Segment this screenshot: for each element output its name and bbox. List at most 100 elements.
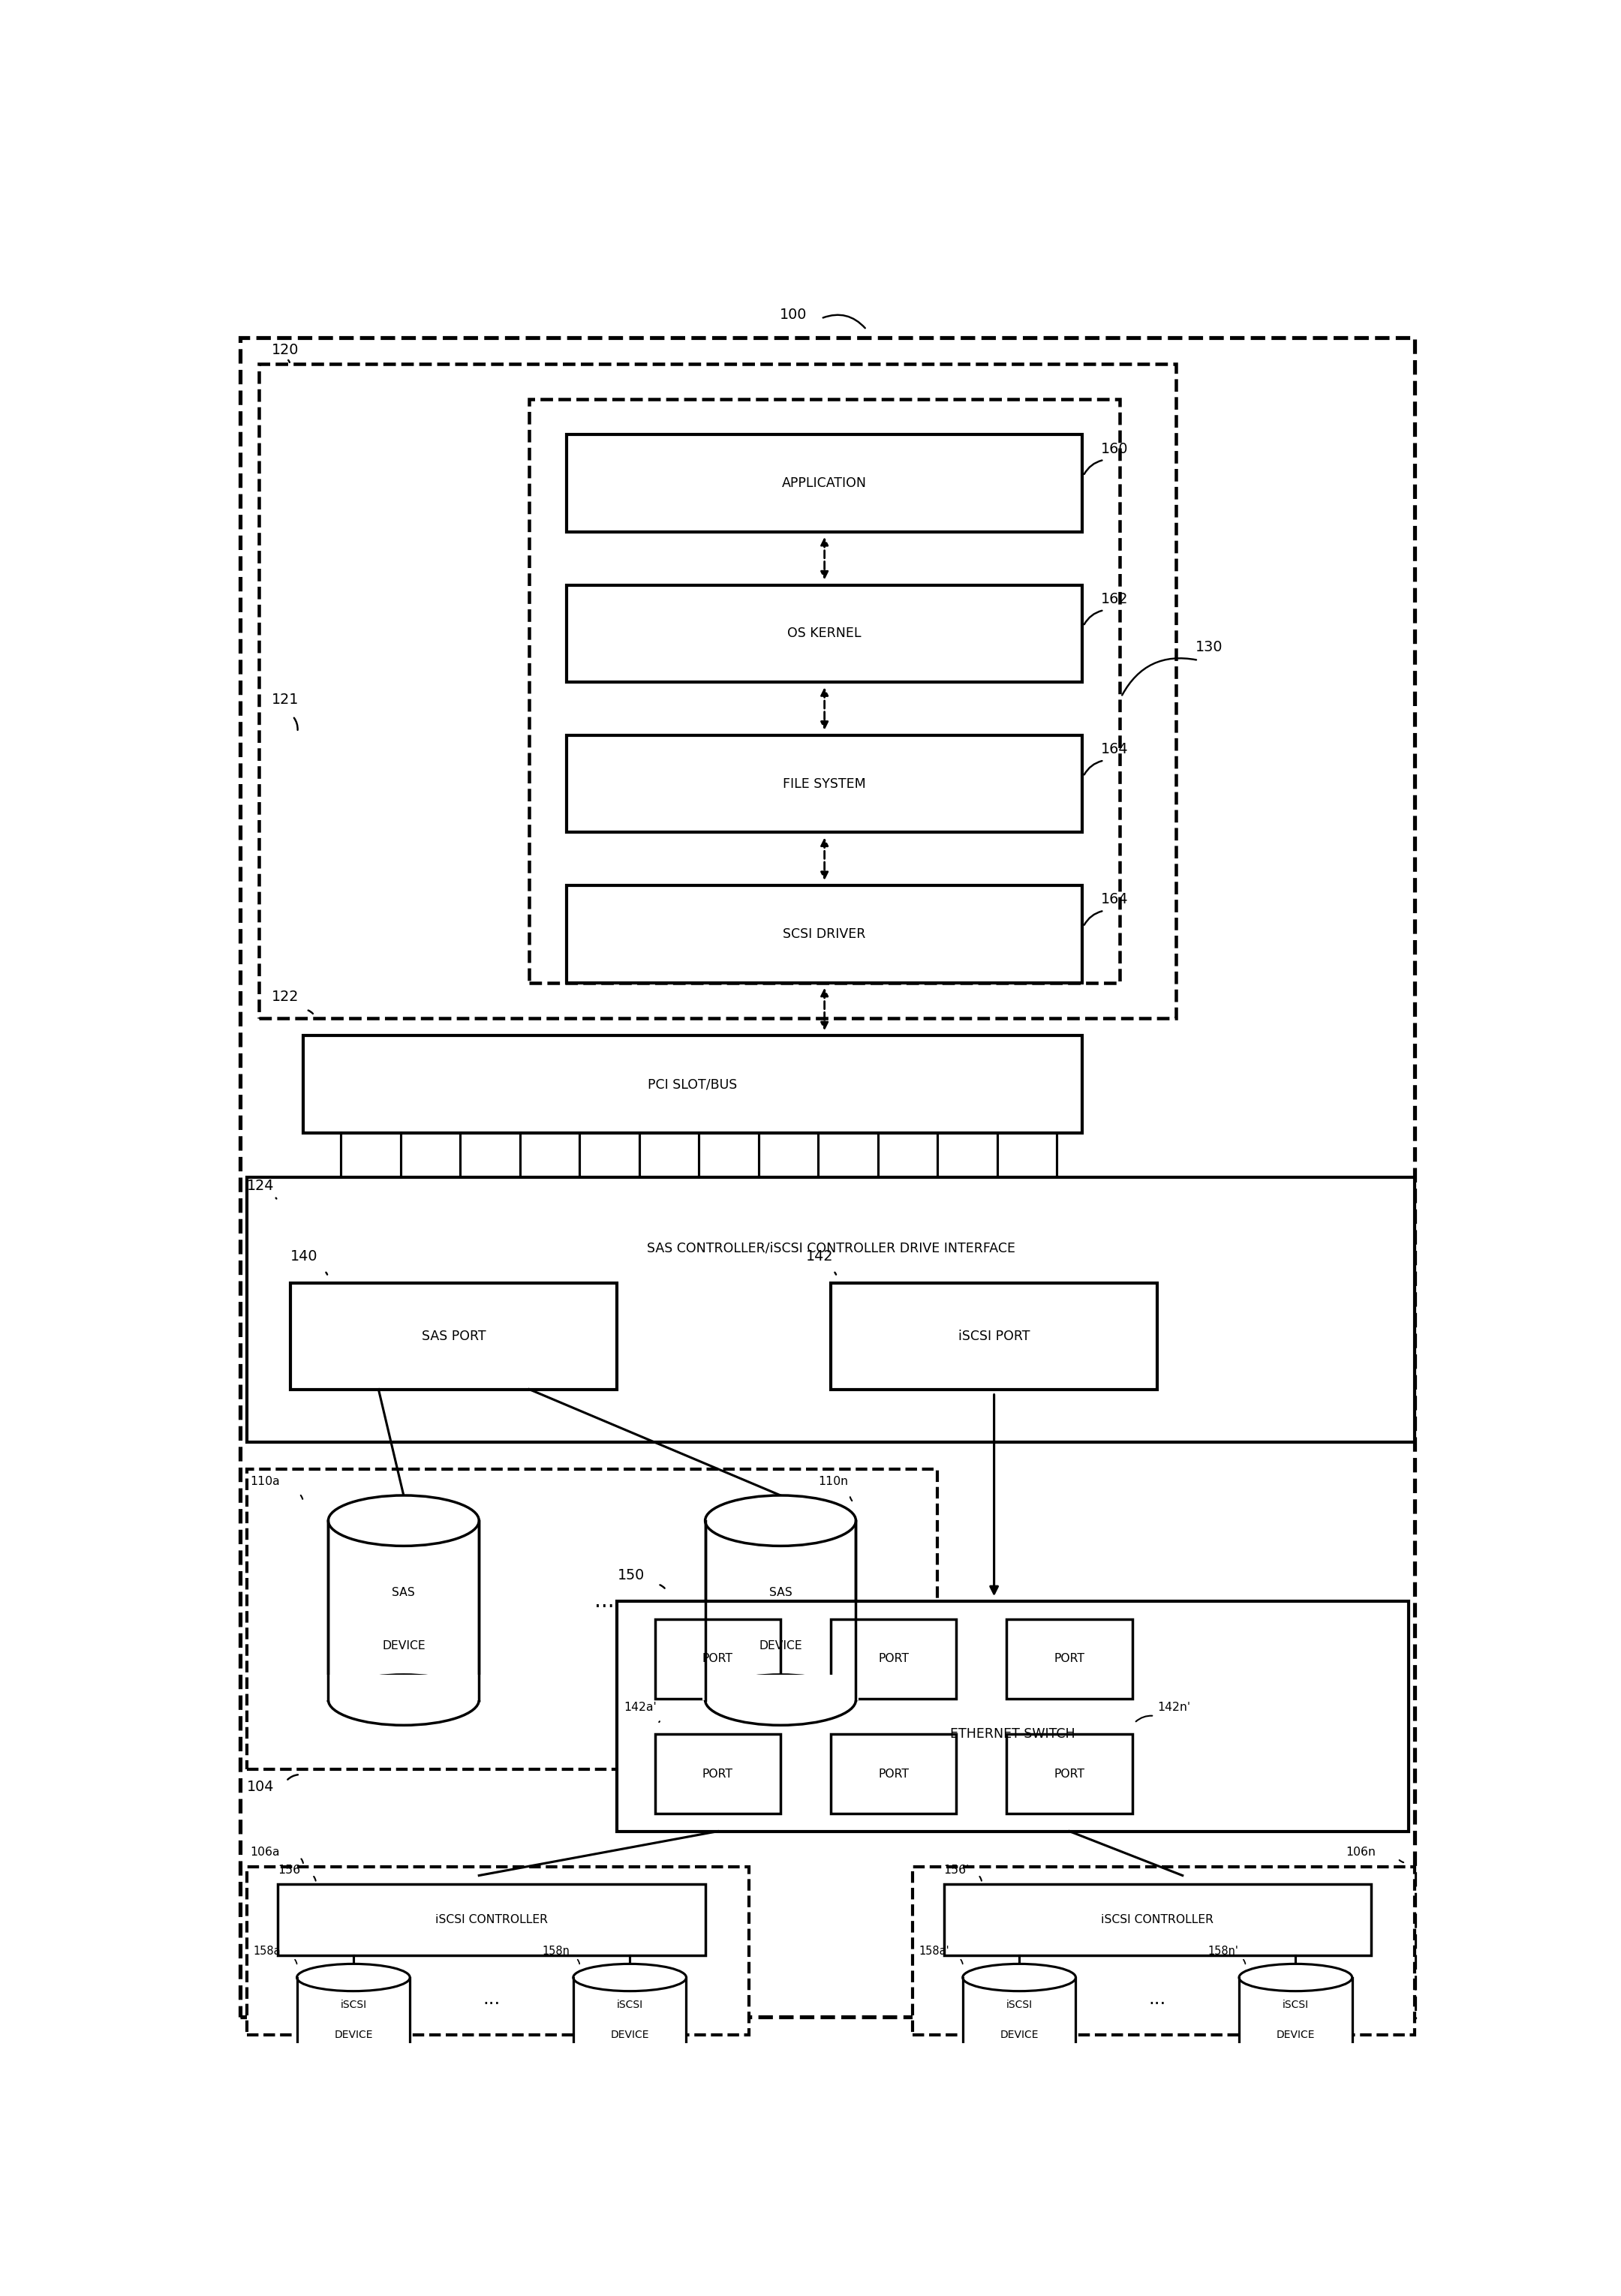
Text: 104: 104 <box>246 1779 274 1793</box>
Bar <box>705 1520 856 1699</box>
Ellipse shape <box>297 2060 410 2087</box>
Ellipse shape <box>574 2060 686 2087</box>
Text: PORT: PORT <box>879 1653 909 1665</box>
Text: 158a': 158a' <box>919 1947 950 1956</box>
Text: DEVICE: DEVICE <box>383 1639 425 1651</box>
Text: 121: 121 <box>272 693 298 707</box>
Bar <box>259 363 1177 1017</box>
Text: 122: 122 <box>272 990 298 1003</box>
Bar <box>528 400 1120 983</box>
Bar <box>246 1867 749 2034</box>
Text: 106n: 106n <box>1345 1846 1376 1857</box>
Ellipse shape <box>963 2060 1076 2087</box>
Bar <box>1237 2060 1355 2073</box>
Text: DEVICE: DEVICE <box>334 2030 373 2039</box>
Bar <box>1238 1977 1352 2073</box>
Bar <box>297 1977 410 2073</box>
Bar <box>290 1283 618 1389</box>
Bar <box>246 1469 937 1770</box>
Text: DEVICE: DEVICE <box>1000 2030 1039 2039</box>
Text: SAS: SAS <box>392 1587 415 1598</box>
Text: SAS CONTROLLER/iSCSI CONTROLLER DRIVE INTERFACE: SAS CONTROLLER/iSCSI CONTROLLER DRIVE IN… <box>647 1242 1015 1254</box>
Bar <box>567 585 1083 682</box>
Text: 142a': 142a' <box>624 1701 657 1713</box>
Text: 142n': 142n' <box>1157 1701 1190 1713</box>
Bar <box>326 1674 481 1699</box>
Bar <box>943 1885 1371 1956</box>
Text: 140: 140 <box>290 1249 318 1263</box>
Text: 120: 120 <box>272 342 298 356</box>
Text: 158n': 158n' <box>1208 1947 1238 1956</box>
Text: 164: 164 <box>1101 893 1128 907</box>
Text: FILE SYSTEM: FILE SYSTEM <box>783 776 866 790</box>
Bar <box>702 1674 859 1699</box>
Text: PORT: PORT <box>1054 1768 1084 1779</box>
Text: iSCSI PORT: iSCSI PORT <box>958 1329 1029 1343</box>
Text: 158a: 158a <box>253 1947 280 1956</box>
Text: iSCSI CONTROLLER: iSCSI CONTROLLER <box>1101 1915 1214 1926</box>
Text: PORT: PORT <box>702 1653 733 1665</box>
Text: iSCSI: iSCSI <box>1282 2000 1308 2009</box>
Ellipse shape <box>574 1963 686 1991</box>
Text: ...: ... <box>595 1591 614 1612</box>
Text: 164: 164 <box>1101 742 1128 755</box>
Bar <box>832 1619 956 1699</box>
Text: ...: ... <box>1149 1991 1165 2009</box>
Text: 110n: 110n <box>819 1476 848 1488</box>
Text: ...: ... <box>483 1991 501 2009</box>
Bar <box>567 886 1083 983</box>
Text: 100: 100 <box>780 308 807 321</box>
Ellipse shape <box>1238 1963 1352 1991</box>
Text: PORT: PORT <box>1054 1653 1084 1665</box>
Text: DEVICE: DEVICE <box>611 2030 648 2039</box>
Bar <box>574 1977 686 2073</box>
Bar <box>832 1733 956 1814</box>
Text: iSCSI: iSCSI <box>616 2000 644 2009</box>
Text: 160: 160 <box>1101 441 1128 457</box>
Text: OS KERNEL: OS KERNEL <box>788 627 861 641</box>
Ellipse shape <box>327 1674 480 1724</box>
Text: iSCSI: iSCSI <box>340 2000 366 2009</box>
Text: 150: 150 <box>618 1568 645 1582</box>
Text: 110a: 110a <box>250 1476 280 1488</box>
Text: 156: 156 <box>279 1864 300 1876</box>
Text: 158n: 158n <box>541 1947 569 1956</box>
Text: 124: 124 <box>246 1178 274 1194</box>
Text: iSCSI: iSCSI <box>1007 2000 1033 2009</box>
Ellipse shape <box>297 1963 410 1991</box>
Bar <box>567 735 1083 833</box>
Bar <box>913 1867 1415 2034</box>
Text: SAS PORT: SAS PORT <box>421 1329 486 1343</box>
Bar <box>963 1977 1076 2073</box>
Ellipse shape <box>327 1495 480 1545</box>
Text: DEVICE: DEVICE <box>1276 2030 1315 2039</box>
Ellipse shape <box>705 1495 856 1545</box>
Text: SCSI DRIVER: SCSI DRIVER <box>783 928 866 941</box>
Bar <box>303 1035 1083 1132</box>
Bar <box>327 1520 480 1699</box>
Bar <box>960 2060 1078 2073</box>
Bar <box>655 1619 781 1699</box>
Text: 162: 162 <box>1101 592 1128 606</box>
Ellipse shape <box>963 1963 1076 1991</box>
Bar <box>295 2060 412 2073</box>
Text: PORT: PORT <box>702 1768 733 1779</box>
Text: APPLICATION: APPLICATION <box>781 478 867 489</box>
Text: 142: 142 <box>806 1249 833 1263</box>
Text: ETHERNET SWITCH: ETHERNET SWITCH <box>950 1727 1075 1740</box>
Text: 106a: 106a <box>250 1846 280 1857</box>
Ellipse shape <box>1238 2060 1352 2087</box>
Ellipse shape <box>705 1674 856 1724</box>
Bar <box>832 1283 1157 1389</box>
Text: PORT: PORT <box>879 1768 909 1779</box>
Bar <box>567 434 1083 533</box>
Bar <box>655 1733 781 1814</box>
Text: PCI SLOT/BUS: PCI SLOT/BUS <box>648 1077 738 1091</box>
Bar <box>1007 1733 1133 1814</box>
Text: DEVICE: DEVICE <box>759 1639 802 1651</box>
Text: 156': 156' <box>943 1864 969 1876</box>
Text: iSCSI CONTROLLER: iSCSI CONTROLLER <box>436 1915 548 1926</box>
Bar <box>246 1178 1415 1442</box>
Bar <box>618 1603 1409 1832</box>
Bar <box>1007 1619 1133 1699</box>
